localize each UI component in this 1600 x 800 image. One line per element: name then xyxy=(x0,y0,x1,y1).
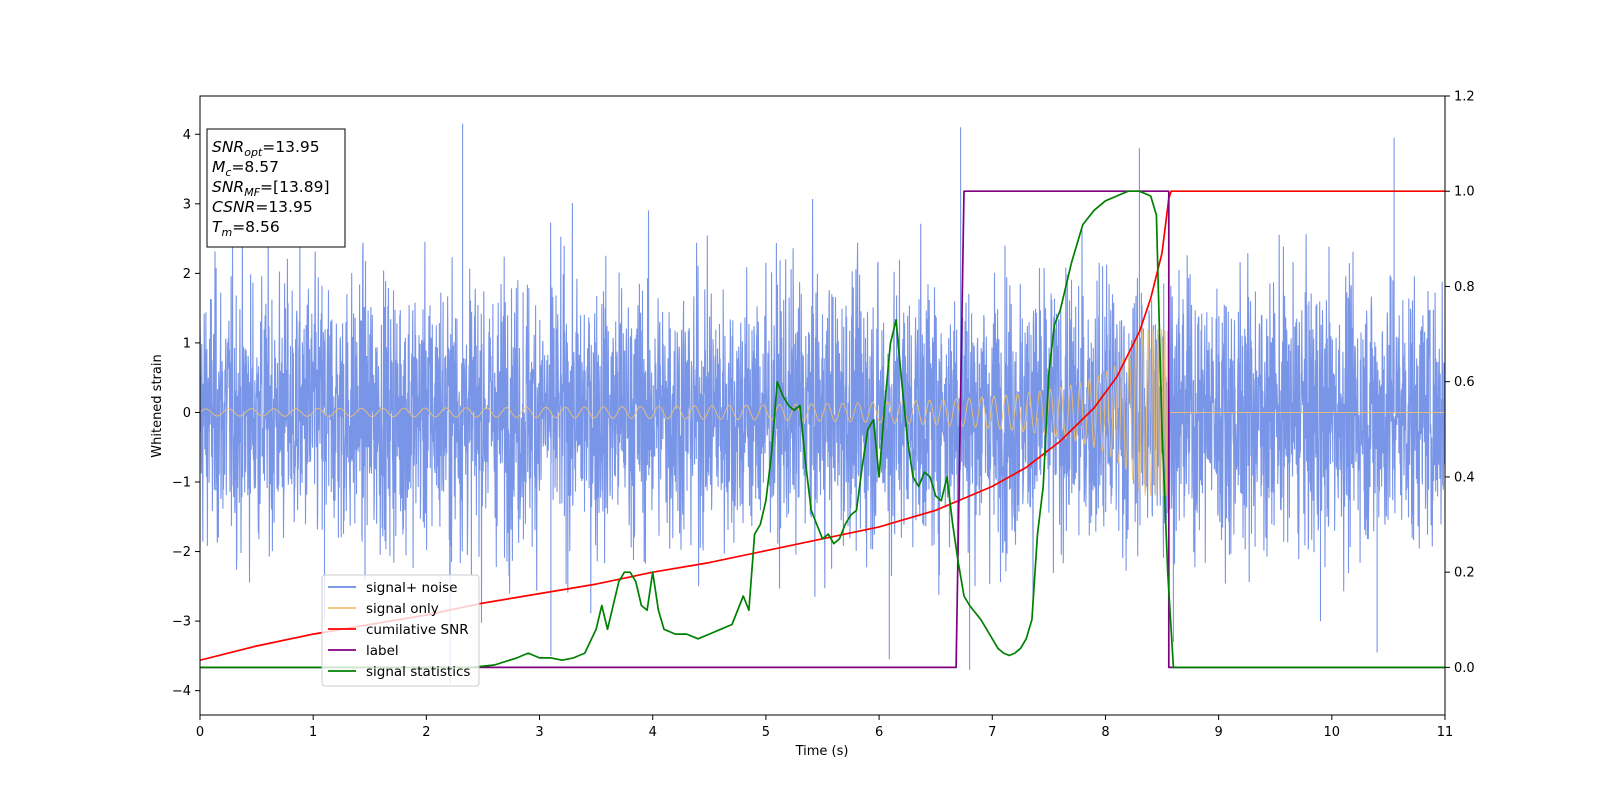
x-tick-label: 11 xyxy=(1437,725,1454,740)
x-tick-label: 1 xyxy=(309,725,317,740)
x-tick-label: 9 xyxy=(1214,725,1222,740)
series-label xyxy=(200,190,1445,669)
legend: signal+ noise signal only cumilative SNR la… xyxy=(321,574,480,687)
series-signal-statistics xyxy=(200,190,1445,669)
y-right-tick-label: 0.8 xyxy=(1454,280,1475,295)
legend-label: signal statistics xyxy=(366,664,470,680)
y-left-tick-label: 0 xyxy=(183,406,191,421)
y-axis-left: 4 3 2 1 0 −1 −2 −3 −4 xyxy=(172,128,200,699)
x-tick-label: 7 xyxy=(988,725,996,740)
legend-label: signal+ noise xyxy=(366,580,457,596)
y-right-tick-label: 0.4 xyxy=(1454,470,1475,485)
annotation-line: SNRopt=13.95 xyxy=(212,138,320,159)
x-tick-label: 8 xyxy=(1101,725,1109,740)
legend-label: cumilative SNR xyxy=(366,622,469,638)
y-left-tick-label: −3 xyxy=(172,615,191,630)
y-right-tick-label: 0.0 xyxy=(1454,661,1475,676)
y-left-tick-label: 1 xyxy=(183,336,191,351)
annotation-box: SNRopt=13.95Mc=8.57SNRMF=[13.89]CSNR=13.… xyxy=(206,128,346,248)
annotation-frame xyxy=(206,128,346,248)
x-tick-label: 0 xyxy=(196,725,204,740)
x-tick-label: 4 xyxy=(649,725,657,740)
series-signal-only xyxy=(200,329,1445,497)
x-tick-label: 3 xyxy=(535,725,543,740)
y-left-tick-label: −1 xyxy=(172,476,191,491)
y-right-tick-label: 0.6 xyxy=(1454,375,1475,390)
x-tick-label: 6 xyxy=(875,725,883,740)
series-signal-noise xyxy=(200,123,1445,684)
annotation-line: Tm=8.56 xyxy=(212,218,280,239)
x-axis: 0 1 2 3 4 5 6 7 8 9 10 11 xyxy=(196,715,1453,740)
y-left-tick-label: 2 xyxy=(183,267,191,282)
legend-label: signal only xyxy=(366,601,439,617)
annotation-line: SNRMF=[13.89] xyxy=(212,178,330,199)
y-right-tick-label: 0.2 xyxy=(1454,566,1475,581)
y-right-tick-label: 1.0 xyxy=(1454,185,1475,200)
legend-frame xyxy=(321,574,480,687)
y-left-tick-label: 4 xyxy=(183,128,191,143)
y-axis-right: 1.2 1.0 0.8 0.6 0.4 0.2 0.0 xyxy=(1445,90,1475,676)
y-left-tick-label: −2 xyxy=(172,545,191,560)
x-tick-label: 2 xyxy=(422,725,430,740)
plot-frame xyxy=(199,95,1446,716)
y-axis-label: Whitened strain xyxy=(150,354,165,457)
y-left-tick-label: −4 xyxy=(172,684,191,699)
x-axis-label: Time (s) xyxy=(795,744,849,759)
x-tick-label: 5 xyxy=(762,725,770,740)
annotation-line: Mc=8.57 xyxy=(212,158,279,179)
legend-label: label xyxy=(366,643,399,659)
y-left-tick-label: 3 xyxy=(183,197,191,212)
x-tick-label: 10 xyxy=(1324,725,1341,740)
annotation-line: CSNR=13.95 xyxy=(212,198,313,216)
y-right-tick-label: 1.2 xyxy=(1454,90,1475,105)
